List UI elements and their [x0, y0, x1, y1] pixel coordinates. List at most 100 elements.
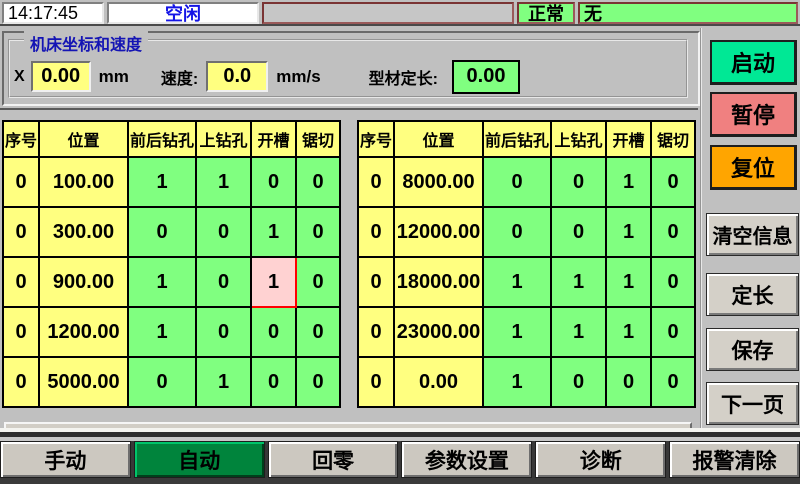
table-cell[interactable]: 0	[482, 156, 552, 208]
table-cell[interactable]: 0	[2, 356, 40, 408]
table-cell[interactable]: 0.00	[393, 356, 484, 408]
table-cell[interactable]: 0	[550, 156, 607, 208]
table-cell[interactable]: 18000.00	[393, 256, 484, 308]
table-cell[interactable]: 0	[295, 206, 341, 258]
col-header: 序号	[357, 120, 395, 158]
table-cell[interactable]: 1	[195, 156, 252, 208]
table-cell[interactable]: 1200.00	[38, 306, 129, 358]
table-cell[interactable]: 0	[2, 306, 40, 358]
table-row: 0 23000.00 1 1 1 0	[357, 306, 696, 358]
col-header: 位置	[393, 120, 484, 158]
table-row: 0 1200.00 1 0 0 0	[2, 306, 341, 358]
table-cell[interactable]: 12000.00	[393, 206, 484, 258]
tab-manual[interactable]: 手动	[0, 441, 131, 478]
next-page-button[interactable]: 下一页	[706, 382, 799, 425]
table-cell[interactable]: 1	[127, 256, 197, 308]
table-row: 0 18000.00 1 1 1 0	[357, 256, 696, 308]
tab-params[interactable]: 参数设置	[401, 441, 533, 478]
table-cell[interactable]: 0	[357, 156, 395, 208]
table-cell[interactable]: 0	[357, 306, 395, 358]
table-cell[interactable]: 0	[650, 256, 696, 308]
table-cell[interactable]: 300.00	[38, 206, 129, 258]
table-cell[interactable]: 0	[482, 206, 552, 258]
table-cell[interactable]: 5000.00	[38, 356, 129, 408]
bottom-bar: 手动 自动 回零 参数设置 诊断 报警清除	[0, 428, 800, 484]
table-cell[interactable]: 1	[605, 306, 652, 358]
table-row: 0 5000.00 0 1 0 0	[2, 356, 341, 408]
table-cell[interactable]: 1	[605, 206, 652, 258]
tab-alarm-clear[interactable]: 报警清除	[669, 441, 800, 478]
tab-diagnosis[interactable]: 诊断	[535, 441, 667, 478]
table-cell[interactable]: 1	[482, 256, 552, 308]
table-cell[interactable]: 1	[605, 256, 652, 308]
x-position-field[interactable]: 0.00	[30, 61, 91, 92]
col-header: 序号	[2, 120, 40, 158]
col-header: 锯切	[650, 120, 696, 158]
table-cell[interactable]: 0	[295, 356, 341, 408]
table-cell[interactable]: 0	[195, 206, 252, 258]
table-cell[interactable]: 0	[2, 206, 40, 258]
table-row: 0 8000.00 0 0 1 0	[357, 156, 696, 208]
table-cell[interactable]: 0	[127, 206, 197, 258]
tab-auto[interactable]: 自动	[133, 441, 265, 478]
table-cell[interactable]: 0	[295, 156, 341, 208]
table-cell[interactable]: 0	[195, 256, 252, 308]
table-cell[interactable]: 0	[357, 206, 395, 258]
table-cell[interactable]: 0	[127, 356, 197, 408]
mode-tab-bar: 手动 自动 回零 参数设置 诊断 报警清除	[0, 441, 800, 478]
table-cell[interactable]: 0	[250, 356, 297, 408]
fixed-length-button[interactable]: 定长	[706, 273, 799, 316]
bottom-divider-light	[0, 428, 800, 432]
save-button[interactable]: 保存	[706, 328, 799, 371]
table-cell[interactable]: 0	[650, 356, 696, 408]
col-header: 开槽	[605, 120, 652, 158]
tab-home[interactable]: 回零	[267, 441, 399, 478]
table-cell[interactable]: 0	[250, 306, 297, 358]
table-cell[interactable]: 1	[127, 156, 197, 208]
table-row: 0 300.00 0 0 1 0	[2, 206, 341, 258]
machine-status-display: 空闲	[107, 2, 259, 24]
table-cell[interactable]: 0	[550, 206, 607, 258]
table-cell[interactable]: 0	[195, 306, 252, 358]
coords-panel: 机床坐标和速度 X 0.00 mm 速度: 0.0 mm/s 型材定长: 0.0…	[2, 31, 700, 106]
speed-label: 速度:	[160, 70, 199, 88]
table-cell[interactable]: 0	[295, 256, 341, 308]
process-table-left: 序号 位置 前后钻孔 上钻孔 开槽 锯切 0 100.00 1 1 0 0 0 300.00 0 0 1 0 0 90…	[2, 120, 341, 408]
table-cell[interactable]: 0	[357, 356, 395, 408]
table-cell[interactable]: 1	[127, 306, 197, 358]
table-row: 0 100.00 1 1 0 0	[2, 156, 341, 208]
table-row: 0 12000.00 0 0 1 0	[357, 206, 696, 258]
table-cell[interactable]: 0	[605, 356, 652, 408]
speed-field[interactable]: 0.0	[206, 61, 269, 92]
clear-info-button[interactable]: 清空信息	[706, 213, 799, 256]
table-cell[interactable]: 0	[295, 306, 341, 358]
table-cell[interactable]: 0	[650, 206, 696, 258]
table-cell[interactable]: 1	[250, 256, 297, 308]
table-cell[interactable]: 8000.00	[393, 156, 484, 208]
table-cell[interactable]: 0	[650, 156, 696, 208]
table-cell[interactable]: 0	[2, 156, 40, 208]
table-cell[interactable]: 0	[357, 256, 395, 308]
table-cell[interactable]: 0	[250, 156, 297, 208]
table-cell[interactable]: 100.00	[38, 156, 129, 208]
table-cell[interactable]: 1	[482, 356, 552, 408]
table-cell[interactable]: 0	[550, 356, 607, 408]
table-cell[interactable]: 1	[605, 156, 652, 208]
table-cell[interactable]: 23000.00	[393, 306, 484, 358]
alarm-status-display: 正常	[517, 2, 575, 24]
reset-button[interactable]: 复位	[710, 145, 797, 190]
table-cell[interactable]: 1	[195, 356, 252, 408]
table-cell[interactable]: 0	[650, 306, 696, 358]
table-cell[interactable]: 1	[250, 206, 297, 258]
start-button[interactable]: 启动	[710, 40, 797, 85]
profile-length-field[interactable]: 0.00	[452, 59, 521, 94]
table-cell[interactable]: 1	[550, 256, 607, 308]
table-cell[interactable]: 900.00	[38, 256, 129, 308]
speed-unit-label: mm/s	[276, 66, 321, 86]
col-header: 前后钻孔	[482, 120, 552, 158]
col-header: 上钻孔	[550, 120, 607, 158]
table-cell[interactable]: 0	[2, 256, 40, 308]
table-cell[interactable]: 1	[550, 306, 607, 358]
pause-button[interactable]: 暂停	[710, 92, 797, 137]
table-cell[interactable]: 1	[482, 306, 552, 358]
